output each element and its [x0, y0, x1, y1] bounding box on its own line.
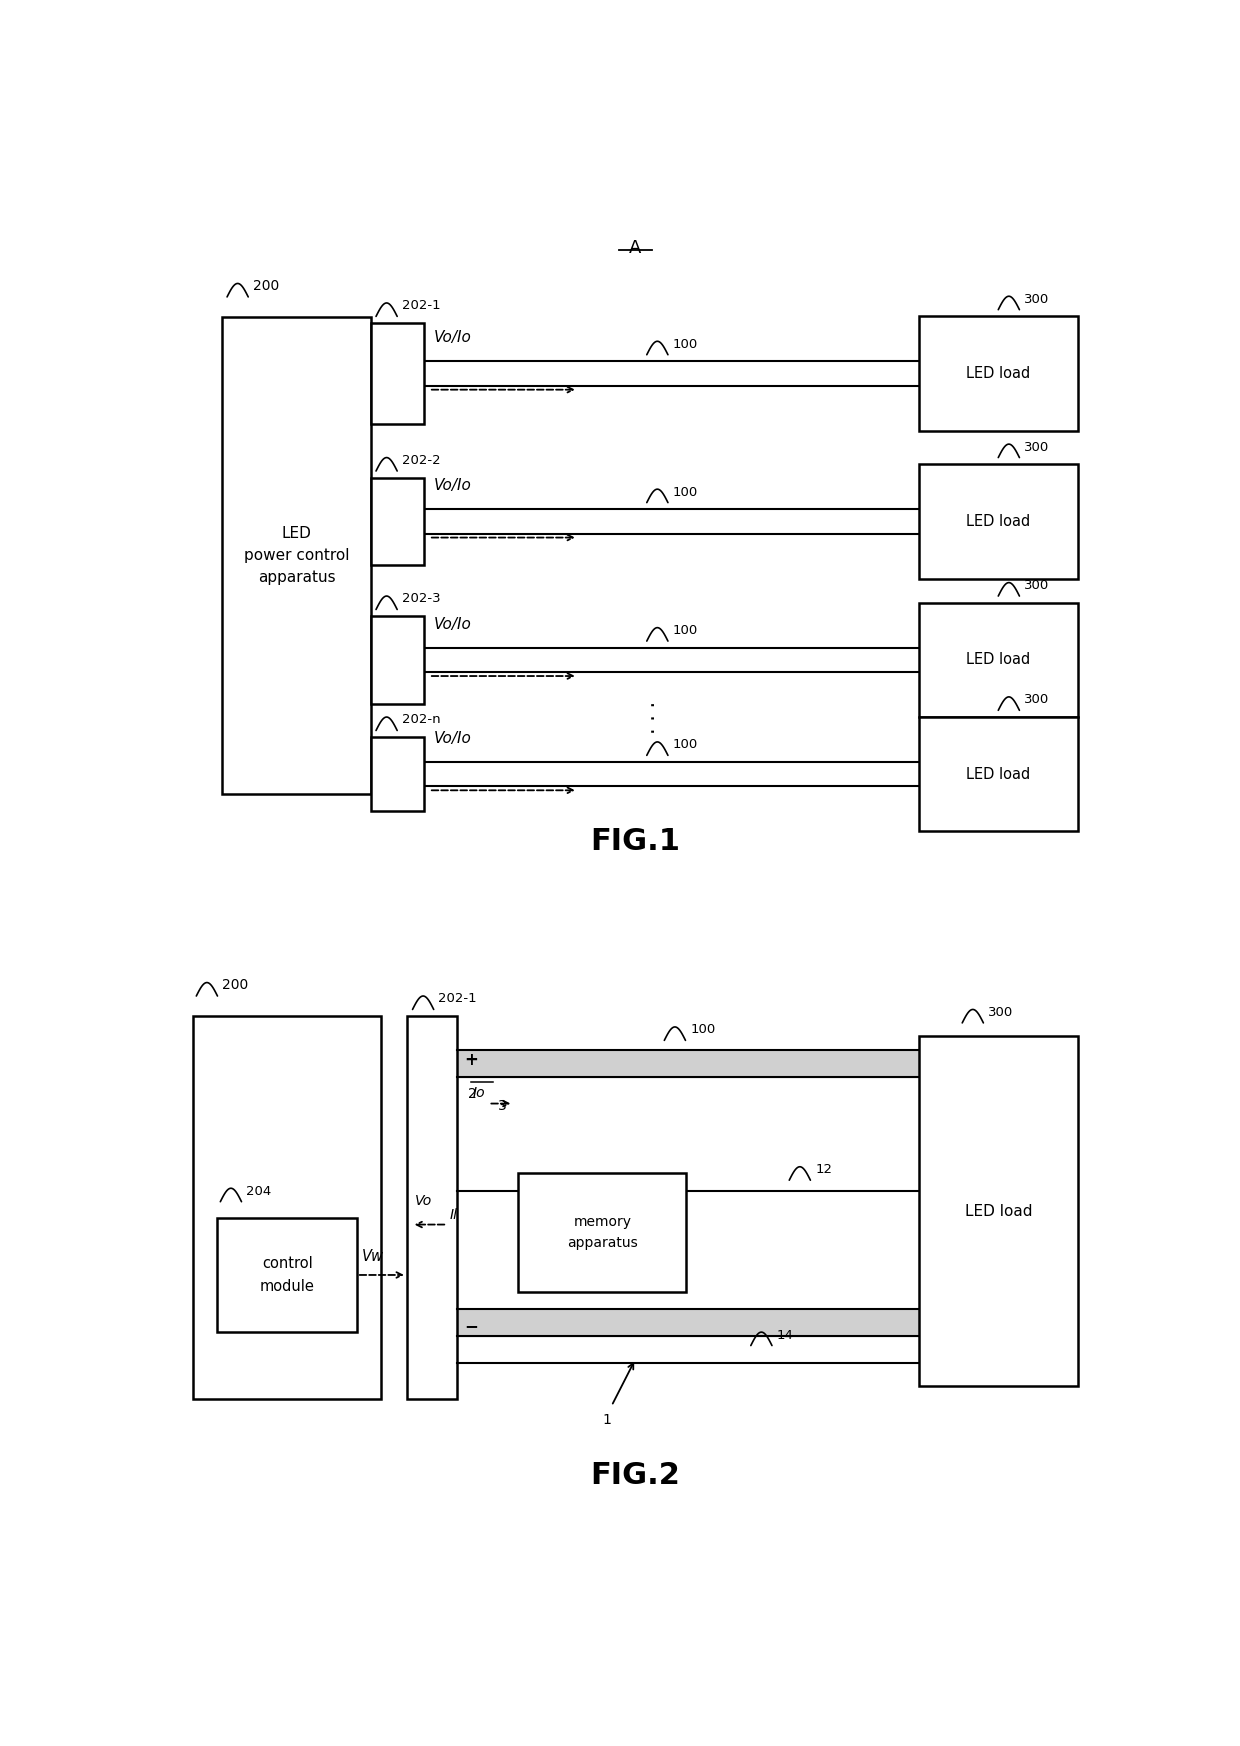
Text: Vw: Vw [362, 1248, 383, 1264]
Text: LED load: LED load [966, 653, 1030, 667]
Text: 204: 204 [247, 1186, 272, 1198]
Text: 100: 100 [691, 1023, 715, 1037]
Text: 100: 100 [673, 623, 698, 637]
Text: Vo/Io: Vo/Io [434, 732, 471, 746]
Bar [371, 478, 424, 566]
Text: Vo/Io: Vo/Io [434, 616, 471, 632]
Text: 14: 14 [776, 1329, 794, 1341]
Bar [919, 1037, 1078, 1386]
Bar [919, 464, 1078, 578]
Text: LED load: LED load [966, 367, 1030, 381]
Text: 202-3: 202-3 [402, 592, 440, 606]
Text: 300: 300 [1024, 580, 1049, 592]
Text: 100: 100 [673, 337, 698, 351]
Text: 100: 100 [673, 739, 698, 751]
Bar [222, 318, 371, 794]
Bar [919, 316, 1078, 431]
Text: LED load: LED load [966, 766, 1030, 782]
Text: Vo: Vo [414, 1194, 432, 1208]
Text: 2: 2 [469, 1088, 477, 1102]
Text: 3: 3 [498, 1100, 507, 1114]
Bar [919, 718, 1078, 831]
Text: LED load: LED load [965, 1203, 1032, 1219]
Text: −: − [465, 1316, 479, 1336]
Text: A: A [630, 239, 641, 257]
Text: 300: 300 [988, 1006, 1013, 1020]
Bar [371, 323, 424, 424]
Text: 300: 300 [1024, 293, 1049, 306]
Text: control
module: control module [259, 1257, 315, 1294]
Text: LED load: LED load [966, 513, 1030, 529]
Text: 202-1: 202-1 [402, 299, 440, 313]
Text: 202-2: 202-2 [402, 454, 440, 466]
Bar [919, 602, 1078, 718]
Text: 202-1: 202-1 [439, 992, 477, 1006]
Bar [193, 1016, 381, 1399]
Bar [518, 1173, 687, 1292]
Text: 300: 300 [1024, 440, 1049, 454]
Bar [407, 1016, 456, 1399]
Text: memory
apparatus: memory apparatus [567, 1215, 637, 1250]
Text: Vo/Io: Vo/Io [434, 478, 471, 492]
Bar [371, 737, 424, 812]
Text: 200: 200 [253, 279, 279, 293]
Text: 12: 12 [815, 1163, 832, 1177]
Text: · · ·: · · · [645, 700, 665, 733]
Text: 300: 300 [1024, 693, 1049, 707]
Text: +: + [465, 1051, 479, 1069]
Text: 200: 200 [222, 978, 248, 992]
Text: FIG.2: FIG.2 [590, 1461, 681, 1491]
Bar [371, 616, 424, 704]
Text: 100: 100 [673, 485, 698, 499]
Text: Il: Il [450, 1208, 458, 1222]
Text: 202-n: 202-n [402, 714, 440, 726]
Text: Vo/Io: Vo/Io [434, 330, 471, 346]
Text: LED
power control
apparatus: LED power control apparatus [244, 526, 350, 585]
Text: FIG.1: FIG.1 [590, 828, 681, 856]
Text: 1: 1 [603, 1413, 611, 1426]
Bar [217, 1219, 357, 1332]
Text: Io: Io [472, 1086, 485, 1100]
